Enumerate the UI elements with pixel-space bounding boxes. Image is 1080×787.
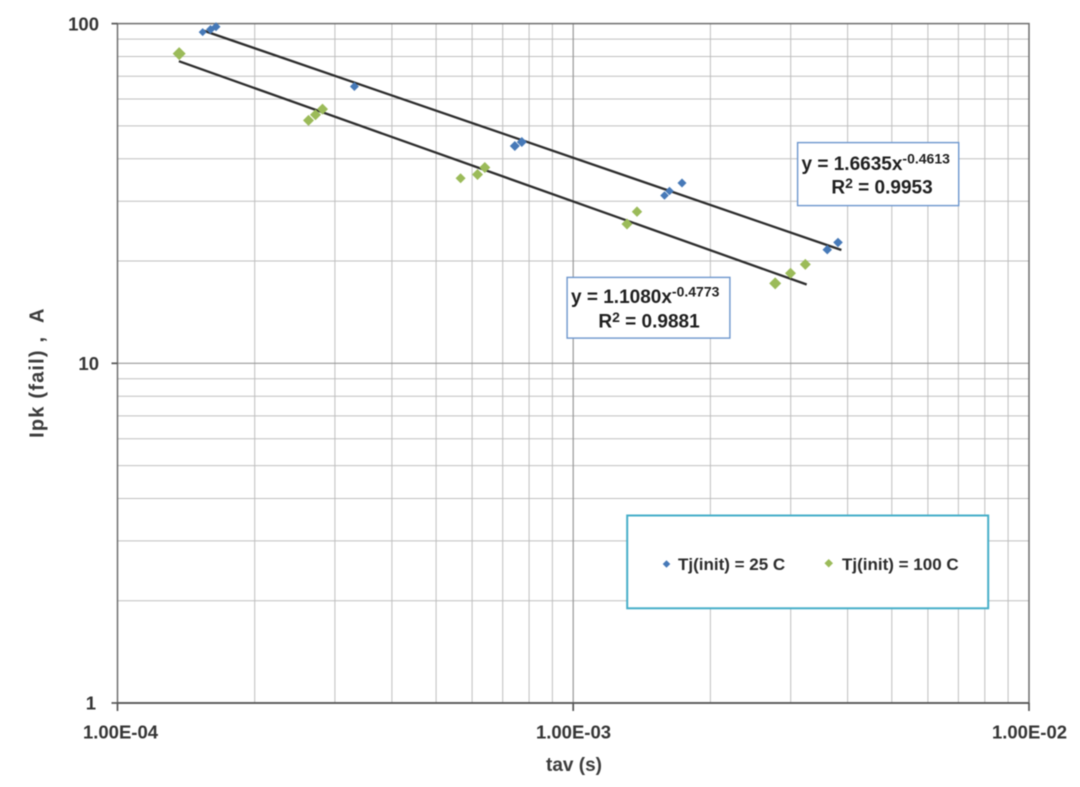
svg-text:1.00E-04: 1.00E-04 xyxy=(83,722,159,743)
svg-text:tav (s): tav (s) xyxy=(546,755,602,776)
svg-text:100: 100 xyxy=(68,14,99,35)
svg-text:Tj(init) = 25 C: Tj(init) = 25 C xyxy=(678,555,785,574)
svg-text:1.00E-03: 1.00E-03 xyxy=(536,722,611,743)
svg-text:R2 = 0.9953: R2 = 0.9953 xyxy=(831,175,932,199)
svg-text:Ipk (fail) , A: Ipk (fail) , A xyxy=(27,307,49,438)
svg-text:1.00E-02: 1.00E-02 xyxy=(992,722,1067,743)
svg-text:10: 10 xyxy=(78,353,99,374)
svg-text:1: 1 xyxy=(86,693,96,714)
svg-text:R2 = 0.9881: R2 = 0.9881 xyxy=(598,309,700,333)
svg-text:Tj(init) = 100 C: Tj(init) = 100 C xyxy=(842,555,959,574)
